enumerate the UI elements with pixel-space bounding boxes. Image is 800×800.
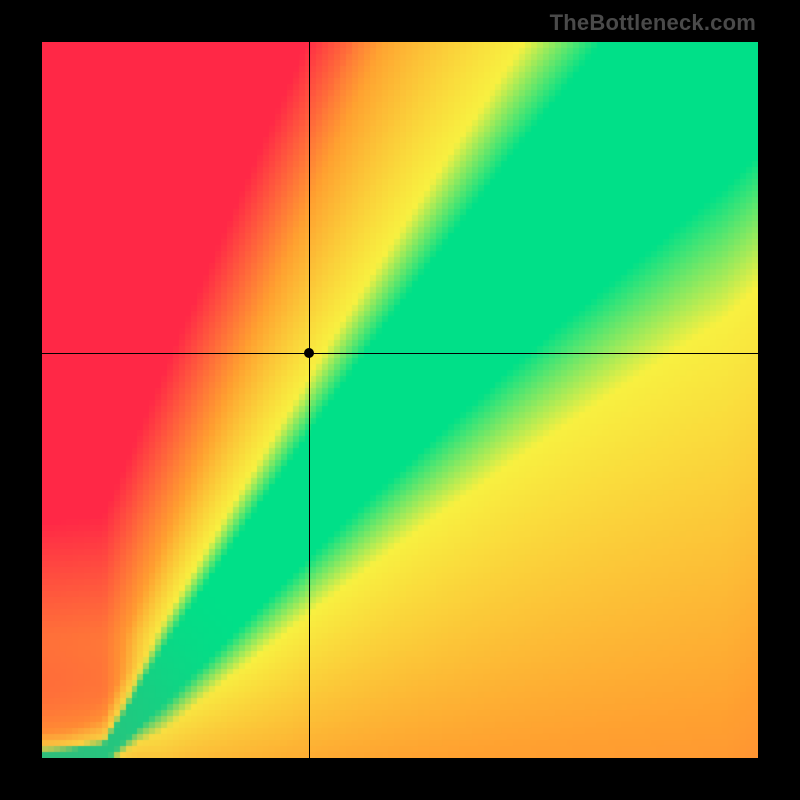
heatmap-canvas	[42, 42, 758, 758]
plot-area	[42, 42, 758, 758]
crosshair-horizontal	[42, 353, 758, 354]
watermark-label: TheBottleneck.com	[550, 10, 756, 36]
crosshair-marker	[304, 348, 314, 358]
chart-container: TheBottleneck.com	[0, 0, 800, 800]
crosshair-vertical	[309, 42, 310, 758]
